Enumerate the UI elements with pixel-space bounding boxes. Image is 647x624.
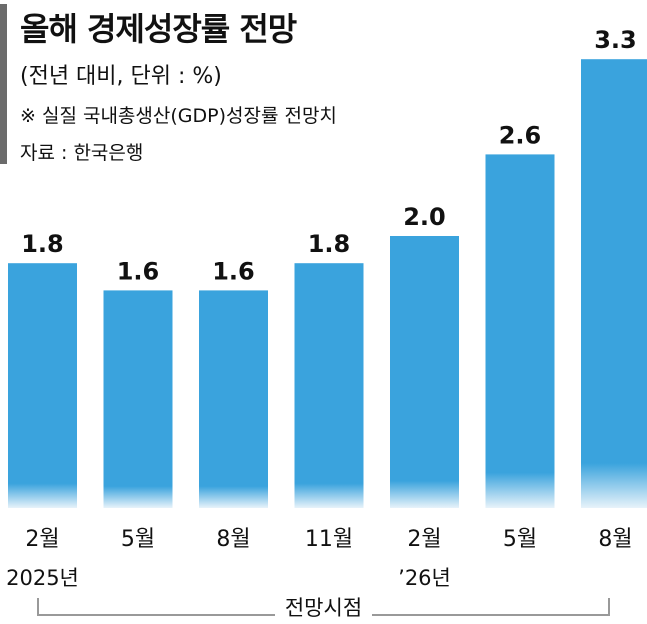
x-tick-label: 2월 bbox=[407, 527, 441, 552]
x-tick-label: 8월 bbox=[216, 527, 250, 552]
bar-value-label: 1.6 bbox=[117, 257, 160, 285]
bar bbox=[294, 263, 364, 508]
chart-source: 자료 : 한국은행 bbox=[20, 142, 144, 164]
bar bbox=[8, 263, 77, 508]
chart-title: 올해 경제성장률 전망 bbox=[20, 10, 297, 48]
bar bbox=[390, 236, 459, 508]
bar-value-label: 2.0 bbox=[403, 203, 446, 231]
bar-value-label: 2.6 bbox=[499, 121, 542, 149]
x-year-label: 2025년 bbox=[6, 566, 79, 590]
bar-value-label: 3.3 bbox=[594, 26, 637, 54]
bar bbox=[199, 290, 268, 508]
x-tick-label: 5월 bbox=[503, 527, 537, 552]
chart-note: ※ 실질 국내총생산(GDP)성장률 전망치 bbox=[20, 105, 337, 127]
x-tick-label: 11월 bbox=[305, 527, 353, 552]
title-accent-bar bbox=[0, 4, 7, 164]
bar bbox=[485, 154, 555, 508]
bar-value-label: 1.6 bbox=[212, 257, 255, 285]
x-axis-title: 전망시점 bbox=[0, 592, 647, 622]
x-tick-label: 2월 bbox=[25, 527, 59, 552]
chart-subtitle: (전년 대비, 단위 : %) bbox=[20, 64, 222, 89]
bar bbox=[581, 59, 647, 508]
bar bbox=[103, 290, 173, 508]
bar-value-label: 1.8 bbox=[21, 230, 64, 258]
x-year-label: ’26년 bbox=[398, 566, 451, 590]
x-tick-label: 5월 bbox=[121, 527, 155, 552]
x-tick-label: 8월 bbox=[598, 527, 632, 552]
bar-value-label: 1.8 bbox=[308, 230, 351, 258]
